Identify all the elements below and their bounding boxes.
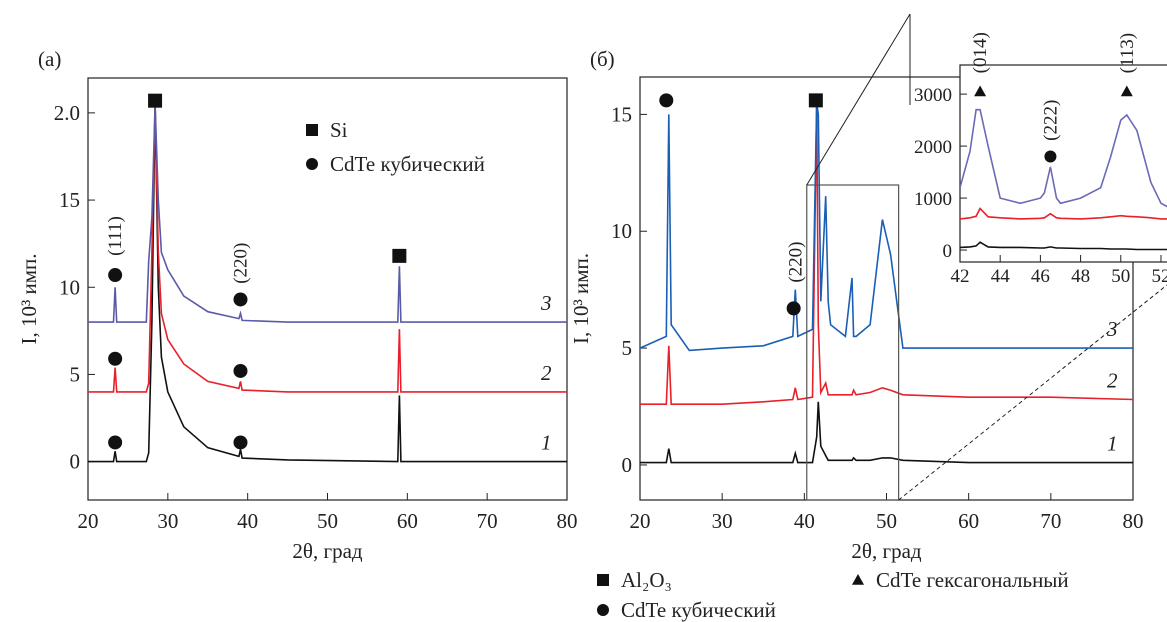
data-line <box>88 104 567 323</box>
x-tick-label: 40 <box>794 509 815 533</box>
x-tick-label: 60 <box>397 509 418 533</box>
peak-label: (220) <box>230 243 251 284</box>
y-tick-label: 15 <box>611 102 632 126</box>
x-axis-label: 2θ, град <box>851 539 921 563</box>
x-tick-label: 30 <box>712 509 733 533</box>
y-axis-label: I, 10³ имп. <box>569 253 593 344</box>
legend-symbol <box>597 574 609 586</box>
panel-label: (a) <box>38 47 61 71</box>
panel-label: (б) <box>590 47 615 71</box>
peak-label: (220) <box>785 242 806 283</box>
zoom-box <box>806 184 900 501</box>
zoom-connector <box>806 13 911 186</box>
y-tick-label: 15 <box>59 188 80 212</box>
curve-label: 3 <box>540 291 552 315</box>
curve-label: 2 <box>541 361 552 385</box>
y-tick-label: 2000 <box>914 137 952 158</box>
curve-label: 1 <box>1107 432 1118 456</box>
y-tick-label: 5 <box>70 362 81 386</box>
legend-symbol <box>306 158 318 170</box>
phase-marker <box>392 248 407 263</box>
data-line <box>960 207 1167 220</box>
y-tick-label: 1000 <box>914 189 952 210</box>
phase-marker <box>659 93 674 108</box>
x-tick-label: 50 <box>876 509 897 533</box>
legend-label: CdTe кубический <box>621 598 776 622</box>
x-tick-label: 52 <box>1151 266 1167 287</box>
x-tick-label: 80 <box>1123 509 1144 533</box>
x-tick-label: 46 <box>1031 266 1050 287</box>
phase-marker <box>974 85 987 97</box>
legend-label: Al₂O₃ <box>621 568 672 592</box>
phase-marker <box>233 435 248 450</box>
plot-frame <box>959 64 1167 263</box>
data-line <box>640 401 1133 464</box>
legend-symbol <box>852 574 864 585</box>
plot-area <box>88 104 567 463</box>
plot-area <box>640 102 1133 464</box>
legend-symbol <box>306 124 318 136</box>
phase-marker <box>233 363 248 378</box>
data-line <box>960 108 1167 208</box>
x-tick-label: 50 <box>1111 266 1130 287</box>
legend-label: CdTe кубический <box>330 152 485 176</box>
curve-label: 2 <box>1107 369 1118 393</box>
x-tick-label: 30 <box>157 509 178 533</box>
phase-marker <box>1044 150 1057 163</box>
data-line <box>640 102 1133 405</box>
peak-label: (111) <box>105 216 126 256</box>
x-tick-label: 70 <box>1040 509 1061 533</box>
x-tick-label: 42 <box>951 266 970 287</box>
x-tick-label: 60 <box>958 509 979 533</box>
y-axis-label: I, 10³ имп. <box>17 253 41 344</box>
y-tick-label: 10 <box>611 219 632 243</box>
data-line <box>960 241 1167 251</box>
x-axis-label: 2θ, град <box>292 539 362 563</box>
zoom-connector <box>898 284 1167 501</box>
x-tick-label: 44 <box>991 266 1011 287</box>
y-tick-label: 0 <box>622 453 633 477</box>
phase-marker <box>148 93 163 108</box>
y-tick-label: 0 <box>70 450 81 474</box>
plot-area <box>960 108 1167 251</box>
data-line <box>88 104 567 393</box>
inset-background <box>960 65 1167 262</box>
phase-marker <box>108 435 123 450</box>
y-tick-label: 0 <box>943 241 953 262</box>
x-tick-label: 20 <box>630 509 651 533</box>
y-tick-label: 5 <box>622 336 633 360</box>
curve-label: 1 <box>541 431 552 455</box>
legend-label: Si <box>330 118 348 142</box>
y-tick-label: 3000 <box>914 85 952 106</box>
legend-label: CdTe гексагональный <box>876 568 1069 592</box>
x-tick-label: 50 <box>317 509 338 533</box>
y-tick-label: 10 <box>59 275 80 299</box>
phase-marker <box>1120 85 1133 97</box>
x-tick-label: 80 <box>557 509 578 533</box>
phase-marker <box>108 268 123 283</box>
phase-marker <box>808 93 823 108</box>
phase-marker <box>786 301 801 316</box>
peak-label: (014) <box>970 32 991 73</box>
data-line <box>88 104 567 463</box>
x-tick-label: 70 <box>477 509 498 533</box>
y-tick-label: 2.0 <box>54 101 80 125</box>
x-tick-label: 40 <box>237 509 258 533</box>
phase-marker <box>108 351 123 366</box>
x-tick-label: 48 <box>1071 266 1090 287</box>
peak-label: (222) <box>1040 100 1061 141</box>
x-tick-label: 20 <box>78 509 99 533</box>
data-line <box>640 102 1133 352</box>
legend-symbol <box>597 604 609 616</box>
phase-marker <box>233 292 248 307</box>
peak-label: (113) <box>1117 33 1138 73</box>
